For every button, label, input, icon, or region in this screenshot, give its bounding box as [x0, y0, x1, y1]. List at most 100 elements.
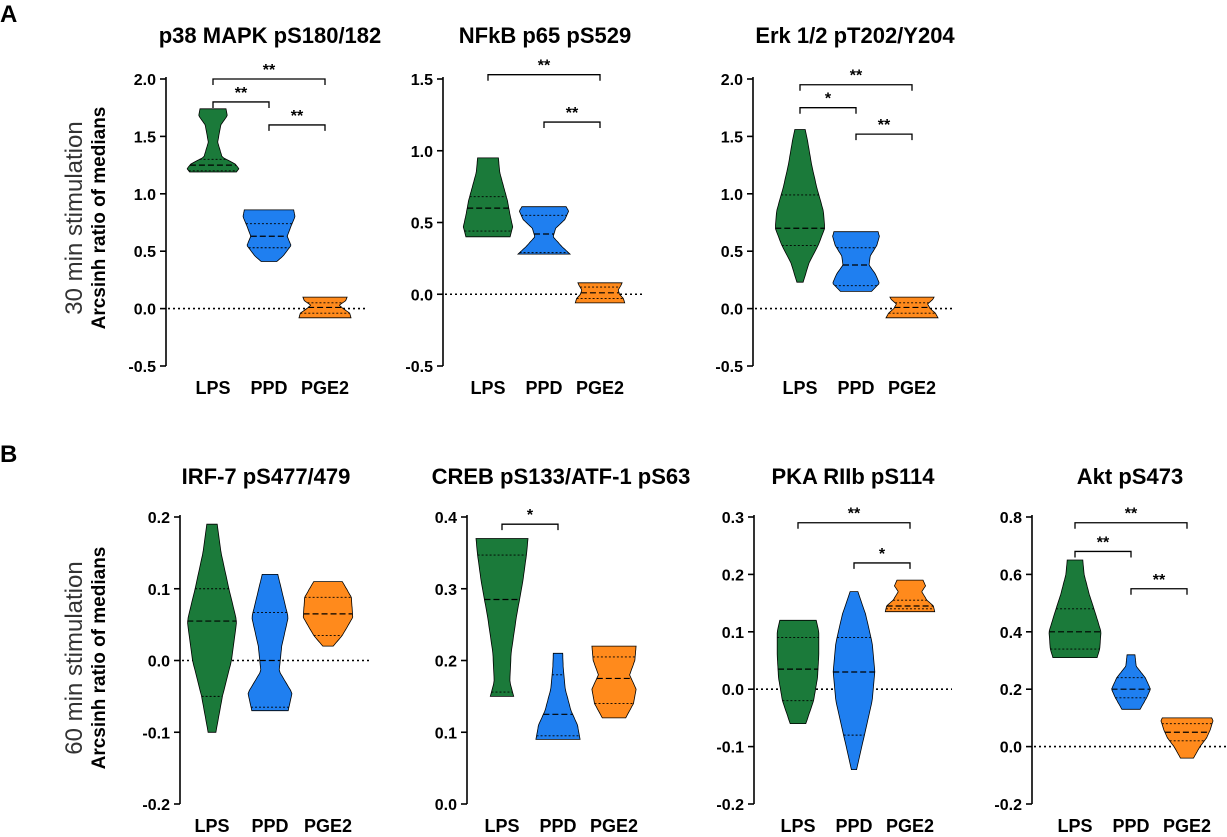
significance-label: *	[825, 91, 832, 108]
significance-label: **	[291, 108, 304, 125]
category-label: PPD	[1112, 816, 1149, 836]
category-label: LPS	[195, 378, 230, 398]
y-tick-label: 0.5	[721, 244, 743, 261]
category-label: PPD	[250, 378, 287, 398]
category-label: PGE2	[301, 378, 349, 398]
category-label: LPS	[484, 816, 519, 836]
significance-bracket	[487, 74, 601, 81]
category-label: LPS	[780, 816, 815, 836]
y-tick-label: -0.1	[142, 725, 170, 742]
significance-label: **	[850, 68, 863, 85]
chart-title: Akt pS473	[1077, 464, 1183, 489]
violin-ppd	[832, 231, 880, 292]
significance-label: **	[566, 105, 579, 122]
y-tick-label: 0.3	[722, 510, 744, 527]
significance-bracket	[212, 78, 326, 85]
significance-label: **	[263, 62, 276, 79]
y-tick-label: 2.0	[134, 72, 156, 89]
category-label: PPD	[539, 816, 576, 836]
y-tick-label: 0.1	[435, 725, 457, 742]
violin-pge2	[884, 579, 936, 613]
violin-lps	[776, 619, 820, 724]
significance-bracket	[268, 124, 326, 131]
category-label: LPS	[1057, 816, 1092, 836]
y-tick-label: 0.2	[148, 510, 170, 527]
significance-label: **	[1125, 506, 1138, 523]
chart-panel: PKA RIIb pS114 0.3 0.2 0.1 0.0 -0.1 -0.2 LPS PPD…	[716, 464, 952, 836]
y-tick-label: -0.5	[715, 359, 743, 376]
y-tick-label: 1.5	[411, 72, 433, 89]
y-tick-label: 2.0	[721, 72, 743, 89]
significance-bracket	[1074, 550, 1132, 558]
y-tick-label: 0.0	[435, 797, 457, 814]
significance-bracket	[543, 121, 601, 129]
y-tick-label: 1.5	[721, 129, 743, 146]
violin-lps	[186, 108, 240, 173]
violin-pge2	[302, 581, 354, 647]
y-tick-label: -0.1	[716, 740, 744, 757]
violin-lps	[462, 157, 514, 238]
y-tick-label: 0.4	[435, 510, 457, 527]
significance-bracket	[853, 562, 911, 569]
category-label: PGE2	[886, 816, 934, 836]
category-label: PGE2	[576, 378, 624, 398]
significance-bracket	[1074, 522, 1188, 529]
y-tick-label: 0.8	[1000, 510, 1022, 527]
y-tick-label: 1.0	[721, 187, 743, 204]
significance-bracket	[1130, 588, 1188, 595]
category-label: PPD	[251, 816, 288, 836]
y-tick-label: 0.5	[411, 216, 433, 233]
y-tick-label: 1.0	[134, 187, 156, 204]
chart-title: Erk 1/2 pT202/Y204	[755, 23, 955, 48]
chart-panel: Erk 1/2 pT202/Y204 2.0 1.5 1.0 0.5 0.0 -0.5 LPS…	[715, 23, 955, 398]
category-label: PGE2	[590, 816, 638, 836]
y-tick-label: -0.2	[994, 797, 1022, 814]
chart-panel: CREB pS133/ATF-1 pS63 0.4 0.3 0.2 0.1 0.0 LPS P…	[432, 464, 691, 836]
y-tick-label: 0.1	[148, 582, 170, 599]
row-label-60min: 60 min stimulation	[61, 561, 88, 754]
y-tick-label: 0.0	[148, 654, 170, 671]
y-tick-label: 0.0	[411, 287, 433, 304]
significance-label: **	[848, 506, 861, 523]
significance-bracket	[855, 133, 913, 141]
y-tick-label: 0.1	[722, 625, 744, 642]
chart-title: CREB pS133/ATF-1 pS63	[432, 464, 691, 489]
violin-ppd	[247, 574, 293, 712]
y-tick-label: 0.5	[134, 244, 156, 261]
chart-title: NFkB p65 pS529	[459, 23, 631, 48]
panel-label-b: B	[0, 441, 17, 468]
y-tick-label: 0.4	[1000, 625, 1022, 642]
category-label: LPS	[782, 378, 817, 398]
chart-title: PKA RIIb pS114	[771, 464, 935, 489]
violin-ppd	[832, 591, 876, 770]
chart-title: IRF-7 pS477/479	[182, 464, 351, 489]
category-label: PPD	[525, 378, 562, 398]
panel-label-a: A	[0, 1, 17, 28]
significance-label: **	[1153, 572, 1166, 589]
category-label: PPD	[837, 378, 874, 398]
y-tick-label: 0.0	[722, 682, 744, 699]
significance-bracket	[799, 84, 913, 91]
y-axis-label-row2: Arcsinh ratio of medians	[89, 547, 110, 770]
violin-ppd	[535, 652, 581, 740]
violin-pge2	[1160, 717, 1214, 759]
violin-ppd	[1111, 654, 1151, 710]
y-tick-label: 0.2	[435, 654, 457, 671]
violin-pge2	[298, 296, 352, 319]
y-tick-label: 0.2	[1000, 682, 1022, 699]
y-tick-label: -0.5	[128, 359, 156, 376]
y-tick-label: 1.0	[411, 144, 433, 161]
significance-label: *	[879, 546, 886, 563]
charts: p38 MAPK pS180/182 2.0 1.5 1.0 0.5 0.0 -0.5 LPS…	[128, 23, 1227, 836]
violin-lps	[775, 129, 825, 283]
category-label: PPD	[835, 816, 872, 836]
y-tick-label: -0.5	[405, 359, 433, 376]
significance-bracket	[797, 522, 911, 529]
significance-label: **	[235, 85, 248, 102]
y-tick-label: -0.2	[142, 797, 170, 814]
category-label: PGE2	[888, 378, 936, 398]
chart-panel: NFkB p65 pS529 1.5 1.0 0.5 0.0 -0.5 LPS PPD PGE2…	[405, 23, 642, 398]
y-tick-label: 0.0	[134, 302, 156, 319]
violin-lps	[187, 523, 237, 733]
